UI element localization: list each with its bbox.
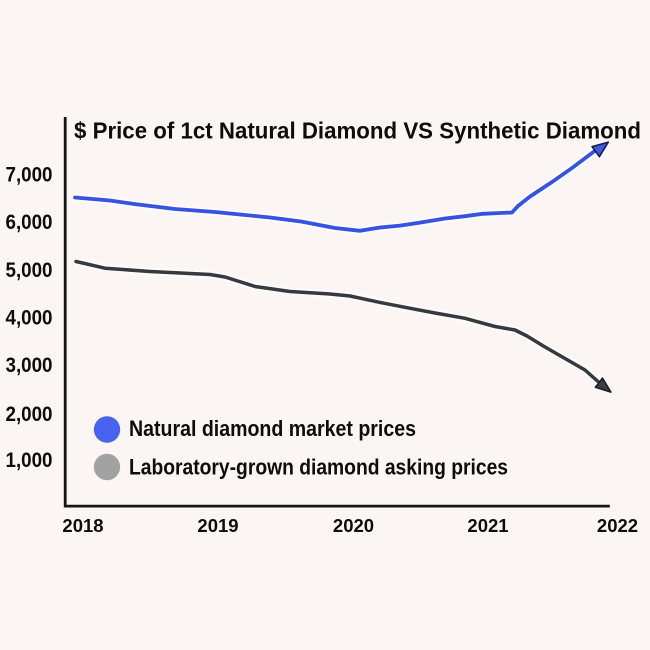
svg-text:2019: 2019	[197, 515, 238, 536]
svg-text:2021: 2021	[467, 515, 508, 536]
svg-text:2020: 2020	[333, 515, 374, 536]
svg-text:Natural diamond market prices: Natural diamond market prices	[129, 416, 416, 441]
svg-text:1,000: 1,000	[6, 449, 53, 472]
svg-text:5,000: 5,000	[6, 259, 53, 282]
svg-text:6,000: 6,000	[6, 211, 53, 234]
svg-text:7,000: 7,000	[6, 164, 53, 187]
svg-text:$ Price of 1ct Natural Diamond: $ Price of 1ct Natural Diamond VS Synthe…	[74, 117, 641, 143]
svg-text:2018: 2018	[62, 515, 103, 536]
svg-text:2022: 2022	[597, 515, 638, 536]
svg-text:2,000: 2,000	[6, 403, 53, 426]
svg-text:3,000: 3,000	[6, 354, 53, 377]
svg-text:4,000: 4,000	[6, 306, 53, 329]
svg-text:Laboratory-grown diamond askin: Laboratory-grown diamond asking prices	[129, 455, 508, 480]
